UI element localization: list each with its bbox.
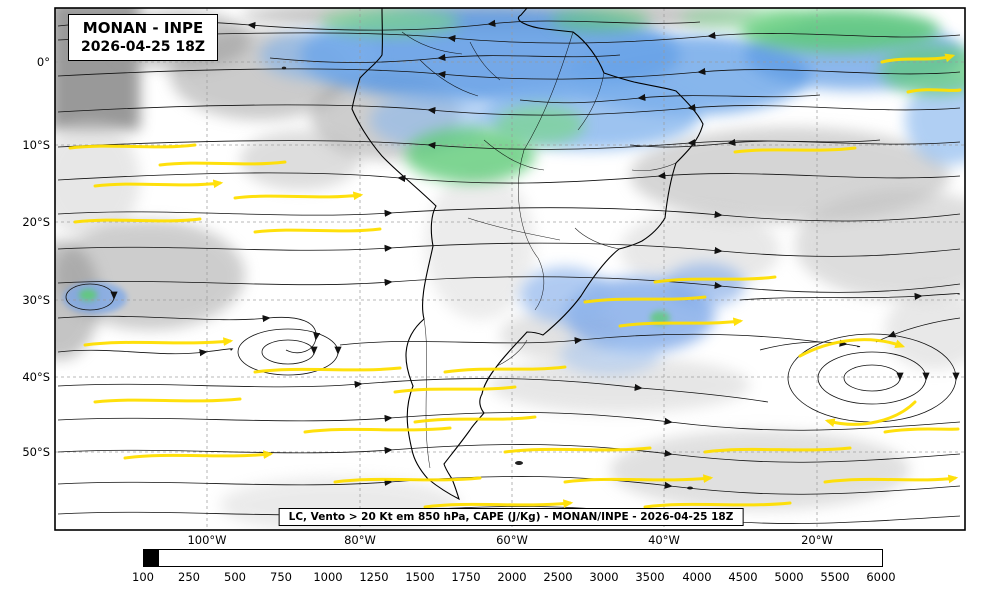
lon-label-100w: 100°W <box>187 533 227 547</box>
colorbar-segment <box>152 550 153 566</box>
lat-label-50s: 50°S <box>22 445 50 459</box>
cbar-tick: 2000 <box>497 570 527 584</box>
lat-label-0: 0° <box>36 55 50 69</box>
cbar-tick: 250 <box>178 570 200 584</box>
cbar-tick: 750 <box>270 570 292 584</box>
cbar-tick: 3000 <box>589 570 619 584</box>
cbar-tick: 5500 <box>820 570 850 584</box>
lon-label-20w: 20°W <box>801 533 833 547</box>
colorbar-segment <box>153 550 154 566</box>
colorbar-segment <box>154 550 155 566</box>
cbar-tick: 4500 <box>728 570 758 584</box>
cape-colorbar <box>143 549 883 567</box>
title-box: MONAN - INPE 2026-04-25 18Z <box>68 14 219 61</box>
colorbar-segment <box>155 550 156 566</box>
cbar-tick: 4000 <box>682 570 712 584</box>
lon-label-60w: 60°W <box>496 533 528 547</box>
colorbar-segment <box>157 550 158 566</box>
colorbar-segment <box>144 550 145 566</box>
lon-label-40w: 40°W <box>648 533 680 547</box>
lat-label-40s: 40°S <box>22 370 50 384</box>
colorbar-segment <box>156 550 157 566</box>
cbar-tick: 6000 <box>866 570 896 584</box>
lat-label-10s: 10°S <box>22 138 50 152</box>
cbar-tick: 3500 <box>635 570 665 584</box>
strong-wind-layer <box>68 53 962 509</box>
lon-label-80w: 80°W <box>344 533 376 547</box>
cbar-tick: 1250 <box>359 570 389 584</box>
cbar-tick: 5000 <box>774 570 804 584</box>
cbar-tick: 500 <box>224 570 246 584</box>
colorbar-segment <box>150 550 151 566</box>
cbar-tick: 1000 <box>313 570 343 584</box>
lat-label-30s: 30°S <box>22 293 50 307</box>
cbar-tick: 2500 <box>543 570 573 584</box>
colorbar-segment <box>158 550 159 566</box>
colorbar-segment <box>147 550 148 566</box>
model-title: MONAN - INPE <box>82 19 204 37</box>
caption-box: LC, Vento > 20 Kt em 850 hPa, CAPE (J/Kg… <box>278 508 744 526</box>
cbar-tick: 100 <box>132 570 154 584</box>
colorbar-segment <box>146 550 147 566</box>
map-frame <box>54 7 966 531</box>
colorbar-segment <box>151 550 152 566</box>
colorbar-segment <box>149 550 150 566</box>
grid-layer <box>55 8 965 530</box>
colorbar-segment <box>148 550 149 566</box>
cbar-tick: 1750 <box>451 570 481 584</box>
cbar-tick: 1500 <box>405 570 435 584</box>
colorbar-segment <box>145 550 146 566</box>
lat-label-20s: 20°S <box>22 215 50 229</box>
run-datetime: 2026-04-25 18Z <box>81 39 206 55</box>
